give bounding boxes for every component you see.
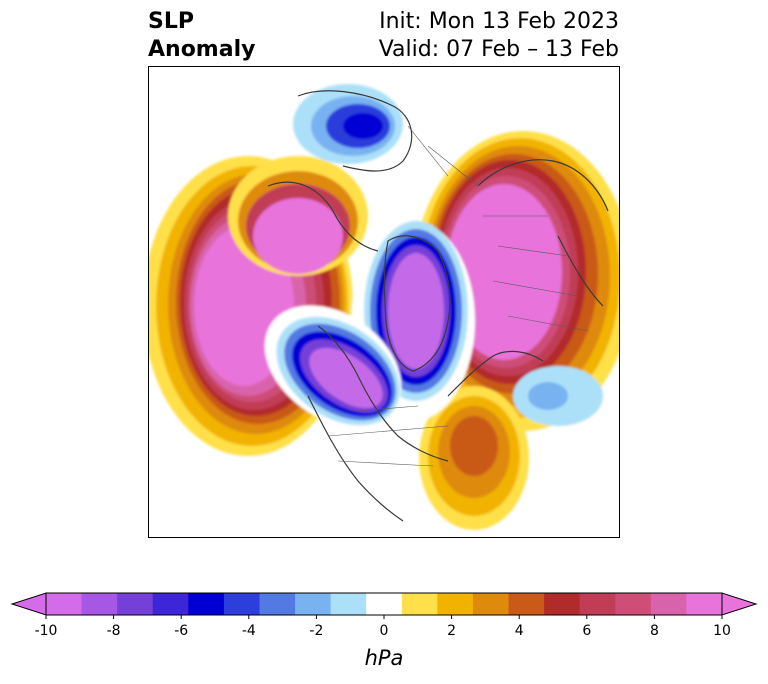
colorbar-cell (188, 593, 225, 615)
colorbar-cell (650, 593, 687, 615)
colorbar-cell (259, 593, 296, 615)
colorbar-cell (686, 593, 723, 615)
colorbar-tick-label: -6 (174, 623, 188, 639)
colorbar-cell (437, 593, 474, 615)
map-title: SLP Anomaly (148, 8, 255, 64)
map-subtitle: Init: Mon 13 Feb 2023 Valid: 07 Feb – 13… (379, 8, 619, 64)
colorbar-cell (152, 593, 189, 615)
colorbar-tick-label: 8 (650, 623, 659, 639)
colorbar-tick-label: 2 (447, 623, 456, 639)
colorbar-cell (401, 593, 438, 615)
na-low-core (309, 347, 383, 409)
colorbar-extend-low (10, 592, 47, 616)
colorbar-tick-label: -2 (309, 623, 323, 639)
colorbar-tick-label: 4 (515, 623, 524, 639)
colorbar-cell (366, 593, 403, 615)
alaska-high-core (253, 198, 343, 274)
colorbar-tick-label: 0 (380, 623, 389, 639)
atlantic-high-core (450, 416, 498, 476)
colorbar-cell (81, 593, 118, 615)
title-line-1: SLP (148, 9, 194, 34)
colorbar: -10 -8 -6 -4 -2 0 2 4 6 8 10 (10, 592, 758, 639)
anomaly-map (148, 66, 620, 538)
colorbar-tick-label: -4 (242, 623, 256, 639)
valid-range-label: Valid: 07 Feb – 13 Feb (378, 37, 619, 62)
colorbar-cell (295, 593, 332, 615)
colorbar-cell (223, 593, 260, 615)
init-date-label: Init: Mon 13 Feb 2023 (379, 9, 619, 34)
colorbar-cell (330, 593, 367, 615)
borders (327, 125, 589, 467)
colorbar-extend-high (721, 592, 758, 616)
colorbar-tick-label: -8 (107, 623, 121, 639)
coastlines (267, 90, 609, 522)
arctic-low-core (388, 253, 444, 369)
siberia-low-core (343, 113, 383, 139)
colorbar-tick-label: 6 (582, 623, 591, 639)
colorbar-cell (615, 593, 652, 615)
colorbar-cell (472, 593, 510, 615)
eurasia-high-core (446, 184, 562, 360)
colorbar-cell (117, 593, 154, 615)
colorbar-cell (46, 593, 83, 615)
colorbar-ticks: -10 -8 -6 -4 -2 0 2 4 6 8 10 (35, 615, 731, 639)
colorbar-tick-label: 10 (713, 623, 731, 639)
colorbar-tick-label: -10 (35, 623, 58, 639)
title-line-2: Anomaly (148, 37, 256, 62)
colorbar-unit-label: hPa (364, 646, 404, 670)
colorbar-cell (579, 593, 616, 615)
atlantic-low-core (528, 382, 568, 410)
colorbar-cell (544, 593, 581, 615)
colorbar-cells (10, 592, 758, 616)
colorbar-cell (508, 593, 545, 615)
